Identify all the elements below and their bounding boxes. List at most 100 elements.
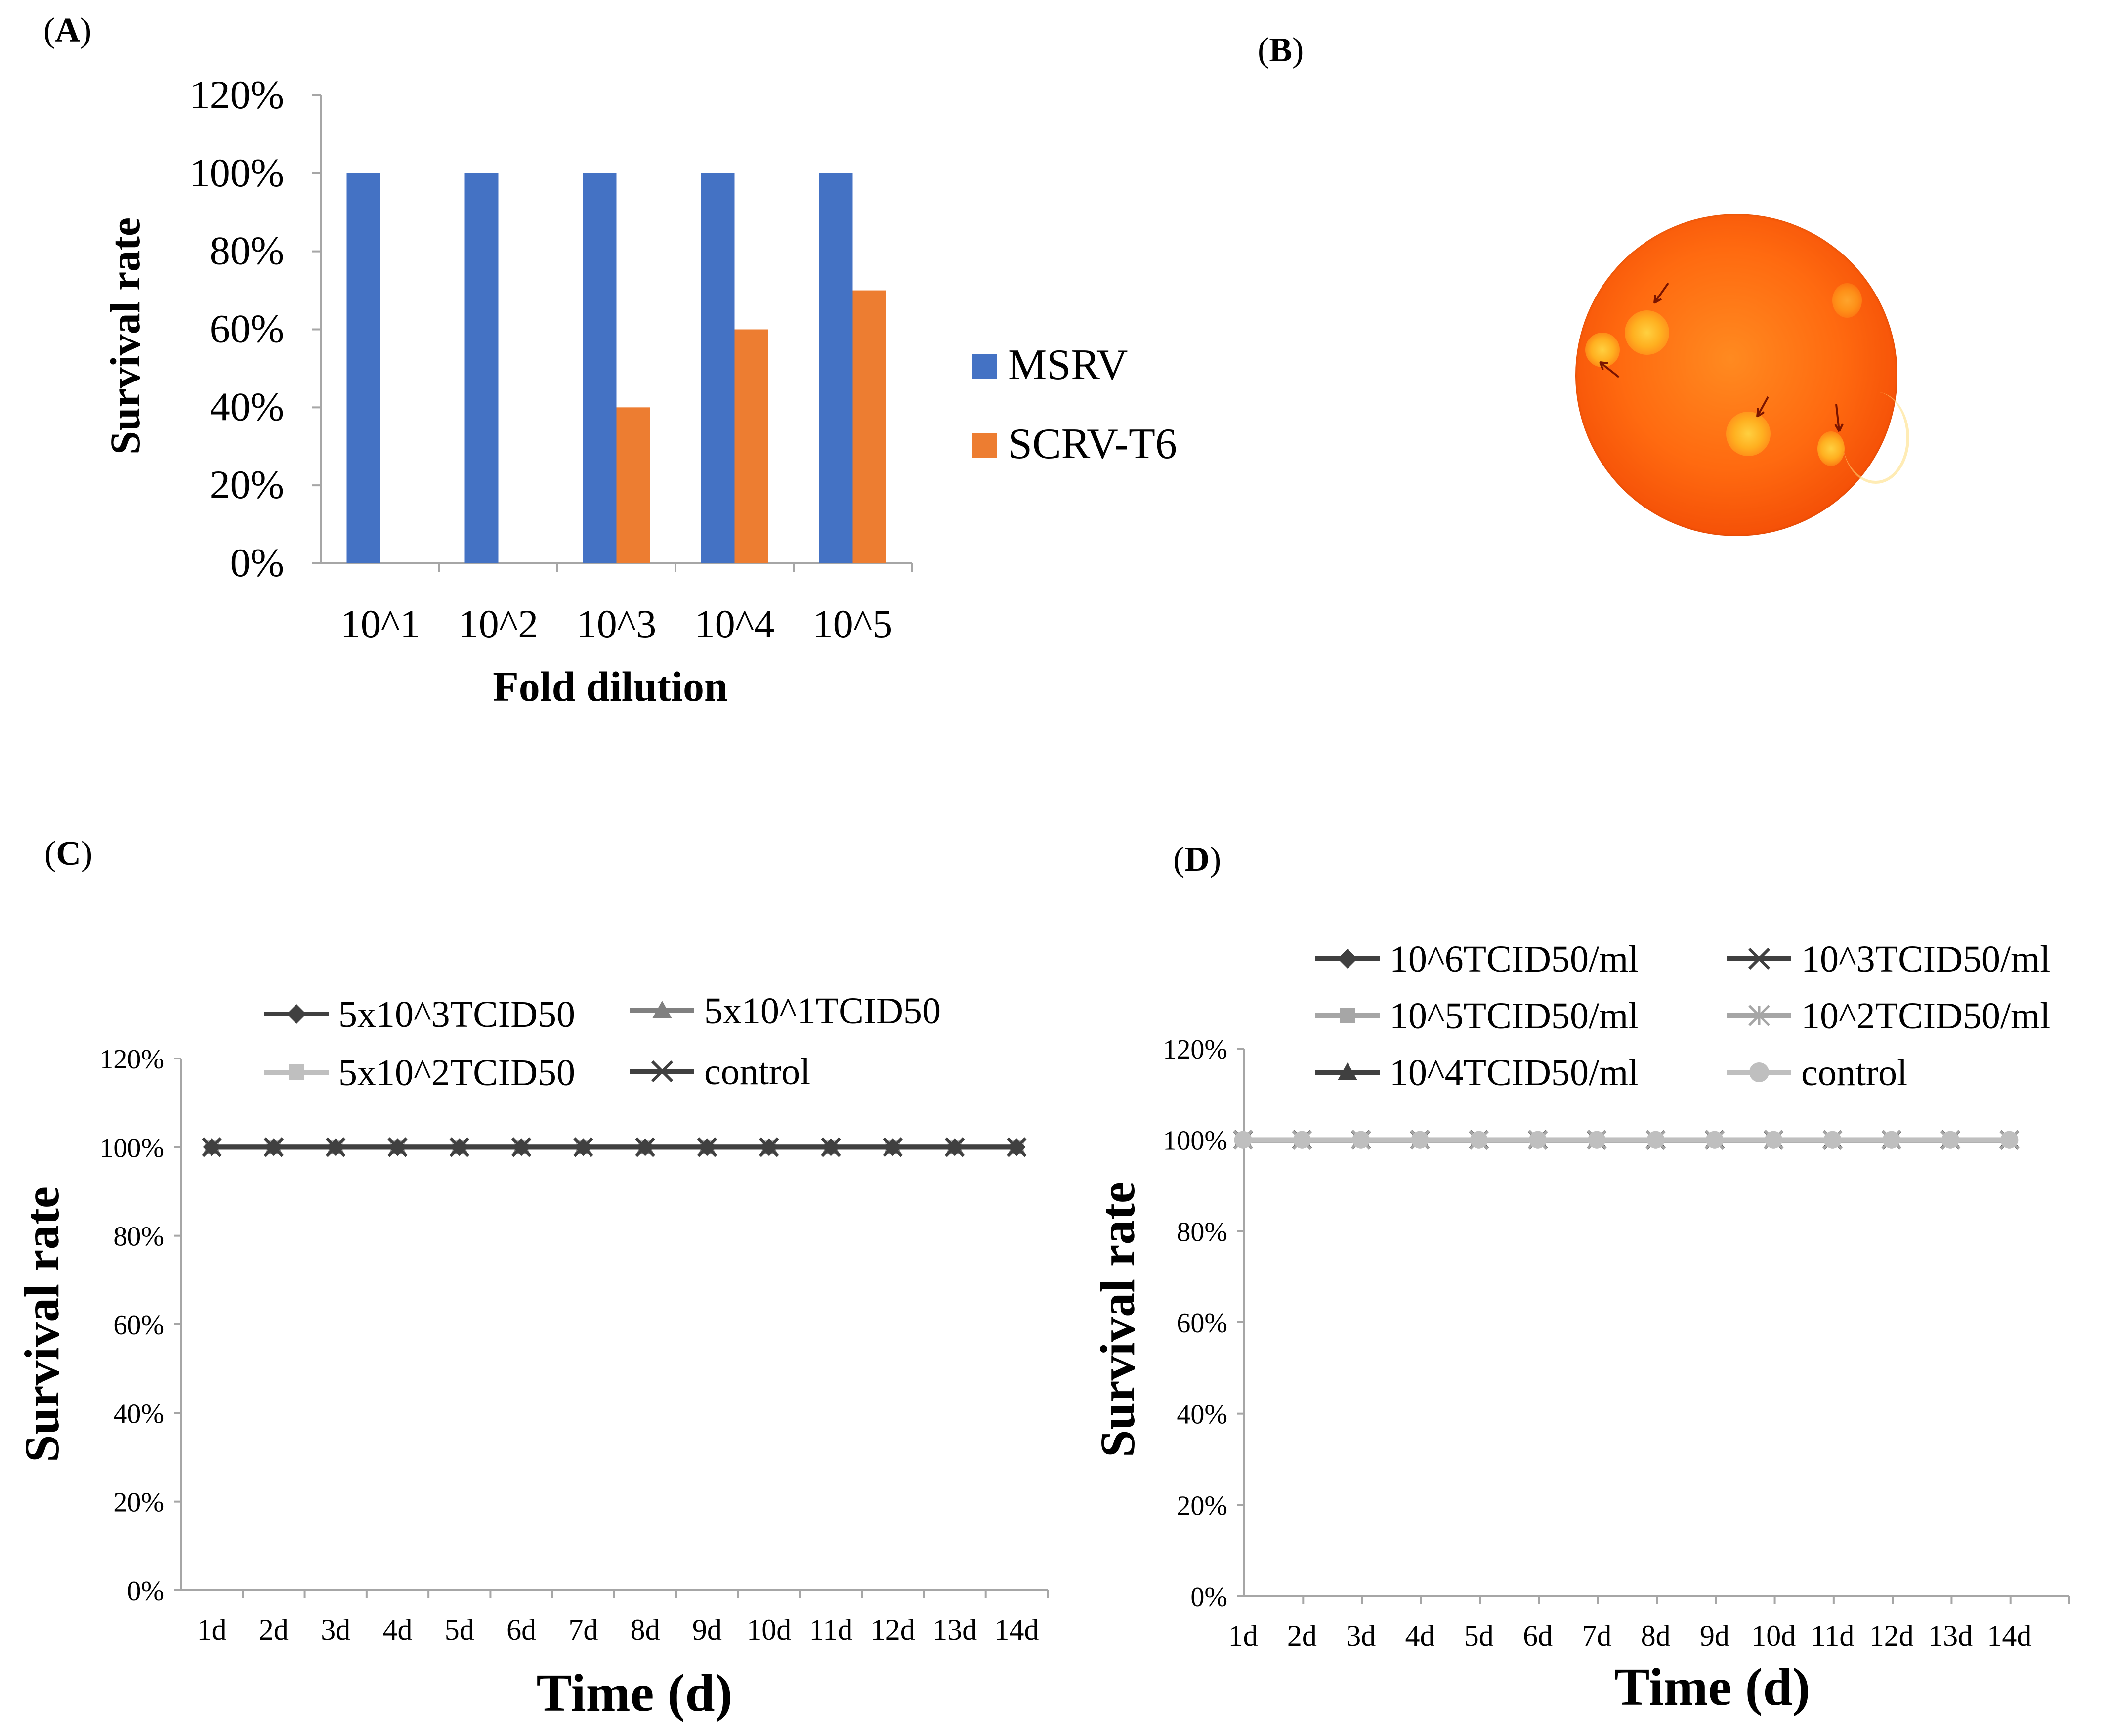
d-x-tick-label: 6d [1523, 1619, 1553, 1652]
c-y-tick-label: 80% [113, 1222, 164, 1252]
a-bar-msrv-1 [346, 173, 380, 563]
arrow-4-head [1834, 423, 1844, 432]
d-x-tick-label: 11d [1811, 1619, 1855, 1652]
d-legend-marker-1 [1338, 949, 1357, 969]
d-series-6-point-5 [1470, 1131, 1488, 1149]
d-x-tick-label: 4d [1405, 1619, 1435, 1652]
a-y-tick-label: 20% [210, 462, 284, 507]
d-legend-marker-2-stroke-2 [1748, 947, 1771, 970]
d-x-tick-label: 8d [1641, 1619, 1671, 1652]
d-y-tick-label: 100% [1163, 1126, 1227, 1156]
a-legend-label-scrv-t6: SCRV-T6 [1008, 420, 1177, 468]
d-legend-marker-3 [1340, 1008, 1355, 1023]
c-series-1-point-10 [760, 1138, 778, 1156]
c-y-axis-title: Survival rate [14, 1186, 69, 1462]
petri-dish-image [1575, 214, 1909, 536]
c-series-1-point-13 [946, 1138, 964, 1156]
arrow-1-head [1653, 295, 1662, 304]
a-y-tick-label: 120% [190, 72, 284, 117]
d-series-6-point-14 [2000, 1131, 2019, 1149]
c-y-tick-label: 100% [99, 1133, 164, 1163]
d-series-6-point-10 [1765, 1131, 1783, 1149]
c-legend-marker-4 [651, 1060, 674, 1083]
d-legend-label-1: 10^6TCID50/ml [1390, 938, 1639, 980]
c-legend-marker-2 [652, 1001, 672, 1018]
plaque-2 [1585, 333, 1620, 367]
c-x-tick-label: 14d [994, 1613, 1039, 1646]
c-y-tick-label: 40% [113, 1398, 164, 1429]
d-x-tick-label: 13d [1928, 1619, 1973, 1652]
dish-rim [1842, 392, 1909, 484]
c-series-1-point-5 [450, 1138, 468, 1156]
d-series-6-point-12 [1882, 1131, 1900, 1149]
c-series-1-point-8 [636, 1138, 654, 1156]
plaque-5 [1832, 283, 1862, 318]
d-legend-label-4: 10^2TCID50/ml [1801, 995, 2050, 1037]
plaque-4 [1817, 431, 1845, 466]
d-series-6-point-2 [1293, 1131, 1311, 1149]
a-y-tick-label: 100% [190, 150, 284, 195]
a-bar-scrv-t6-3 [616, 407, 650, 563]
d-series-6-point-8 [1646, 1131, 1665, 1149]
d-legend-label-6: control [1801, 1052, 1907, 1094]
d-legend-marker-4 [1748, 1005, 1770, 1026]
panel-label-a: (A) [43, 11, 92, 49]
c-legend-marker-1 [287, 1004, 306, 1024]
c-series-1-point-6 [512, 1138, 531, 1156]
c-legend-label-1: 5x10^3TCID50 [338, 994, 575, 1035]
c-x-tick-label: 11d [809, 1613, 853, 1646]
c-x-tick-label: 8d [631, 1613, 660, 1646]
d-legend-marker-2 [1748, 947, 1771, 970]
d-y-tick-label: 60% [1177, 1308, 1227, 1339]
panel-label-b: (B) [1258, 31, 1304, 69]
d-legend-marker-5 [1338, 1062, 1357, 1080]
a-y-axis-title: Survival rate [101, 217, 149, 455]
arrow-2 [1599, 361, 1620, 378]
c-x-tick-label: 13d [932, 1613, 977, 1646]
c-x-tick-label: 7d [568, 1613, 598, 1646]
d-series-6-point-4 [1411, 1131, 1429, 1149]
c-series-1-point-4 [388, 1138, 407, 1156]
a-x-tick-label: 10^2 [459, 601, 538, 646]
a-x-tick-label: 10^1 [340, 601, 420, 646]
d-legend-label-5: 10^4TCID50/ml [1390, 1052, 1639, 1094]
d-series-6-point-9 [1705, 1131, 1724, 1149]
d-y-tick-label: 40% [1177, 1399, 1227, 1430]
a-x-tick-label: 10^5 [813, 601, 892, 646]
a-bar-msrv-5 [819, 173, 853, 563]
c-series-1-point-11 [822, 1138, 840, 1156]
d-y-tick-label: 120% [1163, 1034, 1227, 1065]
a-y-tick-label: 0% [230, 540, 284, 585]
c-y-tick-label: 120% [99, 1044, 164, 1075]
a-y-tick-label: 80% [210, 228, 284, 273]
c-series-1-point-2 [264, 1138, 283, 1156]
d-x-tick-label: 12d [1869, 1619, 1914, 1652]
c-legend-label-3: 5x10^2TCID50 [338, 1052, 575, 1094]
d-series-6-point-7 [1588, 1131, 1606, 1149]
c-y-tick-label: 60% [113, 1310, 164, 1341]
c-x-tick-label: 9d [692, 1613, 722, 1646]
d-x-tick-label: 9d [1700, 1619, 1729, 1652]
plaque-arrows [1599, 282, 1844, 432]
a-bar-scrv-t6-4 [734, 329, 768, 563]
c-x-tick-label: 5d [445, 1613, 474, 1646]
a-x-tick-label: 10^3 [577, 601, 656, 646]
a-legend-swatch-msrv [972, 354, 997, 379]
arrow-3 [1756, 396, 1769, 417]
c-series-1-point-12 [884, 1138, 902, 1156]
c-x-tick-label: 6d [506, 1613, 536, 1646]
c-legend-marker-3 [289, 1064, 304, 1080]
d-y-tick-label: 0% [1190, 1582, 1227, 1612]
a-x-tick-label: 10^4 [695, 601, 774, 646]
a-y-tick-label: 40% [210, 384, 284, 429]
d-series-6-point-11 [1823, 1131, 1842, 1149]
a-legend-swatch-scrv-t6 [972, 433, 997, 458]
a-x-axis-title: Fold dilution [493, 663, 728, 710]
d-series-6-point-6 [1529, 1131, 1547, 1149]
a-bar-msrv-4 [701, 173, 735, 563]
d-x-axis-title: Time (d) [1614, 1658, 1811, 1717]
c-series-1-point-9 [698, 1138, 716, 1156]
c-x-tick-label: 2d [259, 1613, 289, 1646]
